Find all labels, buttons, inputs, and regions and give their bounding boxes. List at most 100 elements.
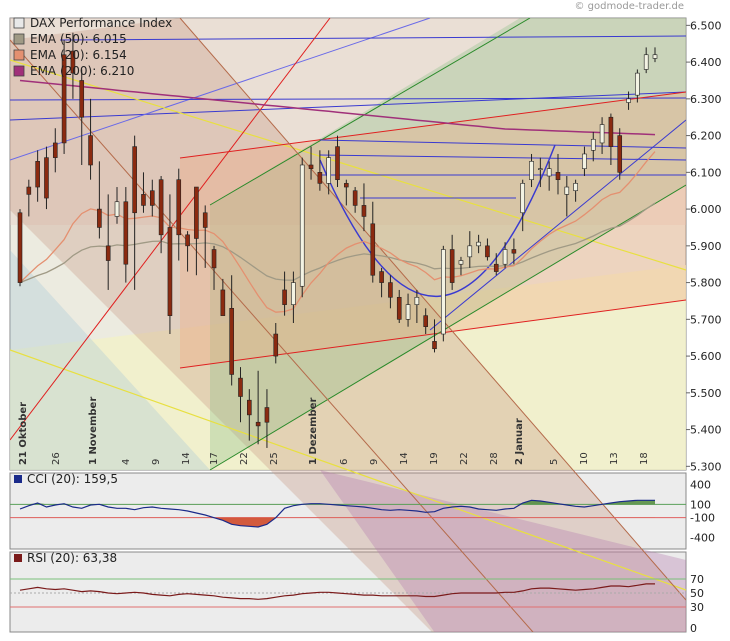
day-label: 28: [489, 452, 500, 465]
legend-swatch: [13, 65, 25, 77]
candle-body: [370, 223, 376, 276]
candle-body: [158, 179, 164, 236]
day-label: 22: [239, 452, 250, 465]
day-label: 17: [209, 452, 220, 465]
candle-body: [432, 341, 437, 350]
candle-body: [441, 249, 446, 335]
candle-body: [167, 227, 173, 316]
candle-body: [291, 282, 296, 305]
blue-flat-1: [319, 139, 686, 149]
candle-body: [35, 161, 40, 188]
y-tick-label: 6.500: [690, 19, 722, 32]
legend-swatch: [13, 33, 25, 45]
cci-line: [19, 499, 655, 528]
candle-body: [308, 164, 314, 169]
candle-body: [379, 271, 384, 283]
day-label: 25: [269, 452, 280, 465]
ema-200-line: [19, 79, 656, 136]
candle-body: [599, 124, 605, 144]
candle-body: [229, 308, 234, 375]
rsi-tick-label: 30: [690, 601, 704, 614]
candle-body: [361, 205, 367, 217]
candle-body: [132, 146, 137, 214]
candle-body: [88, 135, 93, 166]
candle-body: [317, 172, 323, 184]
candle-body: [458, 260, 464, 265]
candle-body: [502, 249, 508, 265]
legend-label: EMA (20): 6.154: [30, 48, 127, 62]
month-label: 1 Dezember: [308, 398, 319, 465]
cci-tick-label: 100: [690, 498, 711, 511]
blue-flat-2: [319, 154, 686, 161]
rounding-bottom-arc: [319, 144, 556, 298]
day-label: 26: [51, 452, 62, 465]
day-label: 6: [339, 459, 350, 465]
candle-body: [423, 315, 428, 327]
candle-body: [299, 164, 305, 287]
candle-body: [79, 80, 85, 118]
candle-body: [352, 190, 358, 206]
yellow-line-1: [10, 59, 686, 271]
rsi-tick-label: 70: [690, 573, 704, 586]
candle-body: [344, 183, 349, 188]
candle-body: [511, 249, 517, 254]
candle-body: [476, 241, 481, 247]
candle-body: [335, 146, 340, 180]
candle-body: [97, 208, 102, 228]
candle-body: [264, 407, 270, 423]
candle-body: [255, 421, 261, 427]
green-line-upper: [209, 18, 531, 206]
candle-body: [17, 212, 23, 283]
blue-zone: [10, 250, 210, 470]
candle-body: [282, 289, 287, 305]
candle-body: [652, 54, 658, 59]
y-tick-label: 6.100: [690, 166, 722, 179]
candle-body: [485, 245, 490, 258]
candle-body: [414, 296, 420, 305]
red-wedge: [180, 92, 686, 368]
candle-body: [26, 186, 32, 195]
day-label: 19: [429, 452, 440, 465]
month-label: 21 Oktober: [18, 402, 29, 465]
candle-body: [105, 245, 111, 261]
day-label: 14: [181, 452, 192, 465]
blue-line-1: [10, 91, 686, 121]
candle-body: [643, 54, 649, 70]
candle-body: [273, 333, 279, 357]
y-tick-label: 5.600: [690, 350, 722, 363]
candle-body: [185, 234, 190, 247]
y-tick-label: 5.500: [690, 387, 722, 400]
blue-rise: [429, 119, 686, 331]
rsi-legend-swatch: [14, 554, 22, 562]
day-label: 10: [579, 452, 590, 465]
month-label: 1 November: [88, 397, 99, 465]
candle-body: [573, 183, 578, 192]
day-label: 4: [121, 459, 132, 465]
y-tick-label: 6.000: [690, 203, 722, 216]
day-label: 9: [369, 459, 380, 465]
rsi-tick-label: 0: [690, 622, 697, 635]
candle-body: [529, 161, 534, 180]
day-label: 22: [459, 452, 470, 465]
candle-body: [61, 54, 67, 144]
rsi-tick-label: 50: [690, 587, 704, 600]
legend-label: DAX Performance Index: [30, 16, 172, 30]
candle-body: [590, 138, 596, 151]
candle-body: [520, 183, 526, 214]
blue-line-2: [10, 18, 431, 161]
y-tick-label: 5.300: [690, 460, 722, 473]
legend-label: EMA (200): 6.210: [30, 64, 134, 78]
red-line-upper: [179, 91, 686, 159]
y-tick-label: 6.400: [690, 56, 722, 69]
cci-label: CCI (20): 159,5: [27, 472, 118, 486]
candle-body: [176, 179, 182, 236]
candle-body: [617, 135, 623, 173]
blue-line-4: [59, 35, 686, 41]
legend-swatch: [13, 49, 25, 61]
y-tick-label: 5.400: [690, 424, 722, 437]
rsi-line: [19, 583, 655, 600]
legend-label: EMA (50): 6.015: [30, 32, 127, 46]
legend-swatch: [13, 17, 25, 29]
